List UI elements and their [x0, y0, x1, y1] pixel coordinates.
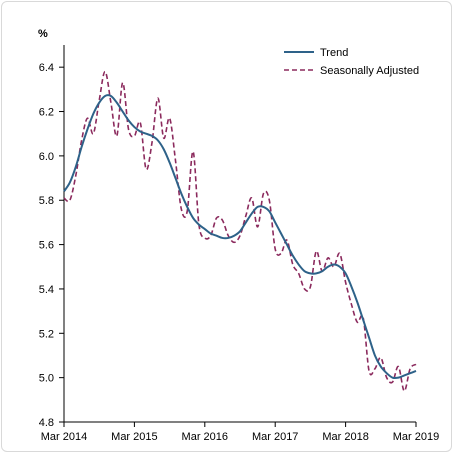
- y-axis-unit-label: %: [38, 28, 48, 40]
- y-tick-label: 5.6: [39, 240, 54, 252]
- x-tick-label: Mar 2019: [393, 431, 439, 443]
- legend-label-seasonally-adjusted: Seasonally Adjusted: [320, 65, 419, 77]
- legend-label-trend: Trend: [320, 47, 348, 59]
- x-tick-label: Mar 2016: [182, 431, 228, 443]
- x-tick-label: Mar 2017: [252, 431, 298, 443]
- y-tick-label: 5.0: [39, 373, 54, 385]
- series-lines: [63, 70, 417, 392]
- series-line-trend: [63, 94, 417, 380]
- y-tick-label: 5.8: [39, 195, 54, 207]
- y-axis-ticks: 6.4 6.2 6.0 5.8 5.6 5.4 5.2 5.0 4.8: [39, 62, 64, 429]
- x-tick-label: Mar 2015: [111, 431, 157, 443]
- y-tick-label: 6.2: [39, 107, 54, 119]
- y-tick-label: 6.0: [39, 151, 54, 163]
- y-tick-label: 4.8: [39, 417, 54, 429]
- x-tick-label: Mar 2014: [41, 431, 87, 443]
- y-tick-label: 5.2: [39, 328, 54, 340]
- series-line-seasonally-adjusted: [63, 70, 417, 392]
- legend: Trend Seasonally Adjusted: [284, 47, 419, 77]
- y-tick-label: 6.4: [39, 62, 54, 74]
- x-axis-ticks: Mar 2014 Mar 2015 Mar 2016 Mar 2017 Mar 2018…: [41, 422, 439, 443]
- x-tick-label: Mar 2018: [322, 431, 368, 443]
- y-tick-label: 5.4: [39, 284, 54, 296]
